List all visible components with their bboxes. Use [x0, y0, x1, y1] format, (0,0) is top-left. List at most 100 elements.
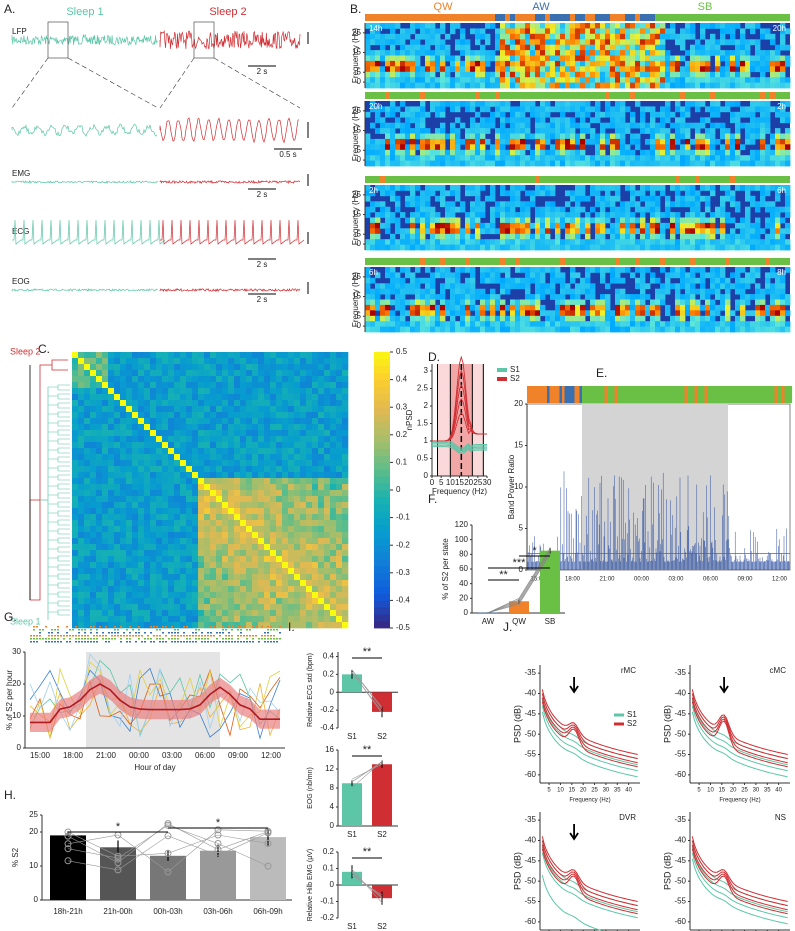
spectrogram-cell	[605, 28, 610, 34]
matrix-cell	[138, 484, 144, 490]
spectrogram-cell	[595, 321, 600, 327]
spectrogram-cell	[675, 300, 680, 306]
spectrogram-cell	[735, 112, 740, 118]
matrix-cell	[72, 598, 78, 604]
spectrogram-cell	[650, 190, 655, 196]
spectrogram-cell	[680, 34, 685, 40]
spectrogram-cell	[480, 310, 485, 316]
spectrogram-cell	[715, 283, 720, 289]
spectrogram-cell	[690, 294, 695, 300]
spectrogram-cell	[725, 310, 730, 316]
spectrogram-cell	[620, 300, 625, 306]
spectrogram-cell	[770, 139, 775, 145]
spectrogram-cell	[575, 56, 580, 62]
matrix-cell	[222, 436, 228, 442]
matrix-cell	[150, 412, 156, 418]
spectrogram-cell	[780, 289, 785, 295]
matrix-cell	[150, 550, 156, 556]
spectrogram-cell	[480, 77, 485, 83]
matrix-cell	[84, 556, 90, 562]
state-bar	[635, 258, 640, 265]
state-bar	[655, 92, 660, 99]
spectrogram-cell	[785, 134, 790, 140]
state-bar	[430, 176, 435, 183]
spectrogram-cell	[455, 66, 460, 72]
spectrogram-cell	[575, 106, 580, 112]
spectrogram-cell	[700, 228, 705, 234]
spectrogram-cell	[695, 234, 700, 240]
spectrogram-cell	[575, 77, 580, 83]
matrix-cell	[210, 592, 216, 598]
matrix-cell	[72, 526, 78, 532]
spectrogram-cell	[720, 201, 725, 207]
matrix-cell	[126, 550, 132, 556]
spectrogram-cell	[535, 305, 540, 311]
spectrogram-cell	[540, 185, 545, 191]
spectrogram-cell	[550, 218, 555, 224]
spectrogram-cell	[410, 289, 415, 295]
spectrogram-cell	[460, 316, 465, 322]
spectrogram-cell	[590, 300, 595, 306]
spectrogram-cell	[390, 283, 395, 289]
matrix-cell	[192, 382, 198, 388]
spectrogram-cell	[415, 112, 420, 118]
state-bar	[400, 14, 405, 21]
spectrogram-cell	[545, 228, 550, 234]
spectrogram-cell	[440, 239, 445, 245]
spectrogram-cell	[540, 161, 545, 167]
state-bar	[595, 176, 600, 183]
spectrogram-cell	[510, 117, 515, 123]
spectrogram-cell	[565, 34, 570, 40]
matrix-cell	[228, 508, 234, 514]
spectrogram-cell	[450, 239, 455, 245]
matrix-cell	[102, 562, 108, 568]
spectrogram-cell	[780, 294, 785, 300]
spectrogram-cell	[720, 239, 725, 245]
matrix-cell	[72, 592, 78, 598]
matrix-cell	[216, 562, 222, 568]
spectrogram-cell	[735, 56, 740, 62]
spectrogram-cell	[410, 300, 415, 306]
matrix-cell	[210, 526, 216, 532]
matrix-cell	[96, 430, 102, 436]
matrix-cell	[102, 382, 108, 388]
spectrogram-cell	[440, 23, 445, 29]
spectrogram-cell	[635, 101, 640, 107]
spectrogram-cell	[505, 117, 510, 123]
spectrogram-cell	[570, 134, 575, 140]
spectrogram-cell	[620, 23, 625, 29]
spectrogram-cell	[715, 239, 720, 245]
spectrogram-cell	[440, 77, 445, 83]
spectrogram-cell	[390, 23, 395, 29]
spectrogram-cell	[615, 23, 620, 29]
spectrogram-cell	[615, 101, 620, 107]
state-bar	[610, 14, 615, 21]
spectrogram-cell	[495, 327, 500, 333]
spectrogram-cell	[505, 228, 510, 234]
spectrogram-cell	[655, 289, 660, 295]
spectrogram-cell	[640, 272, 645, 278]
matrix-cell	[168, 496, 174, 502]
spectrogram-cell	[620, 234, 625, 240]
spectrogram-cell	[695, 305, 700, 311]
panel-label: B.	[350, 2, 361, 16]
spectrogram-cell	[445, 267, 450, 273]
spectrogram-cell	[755, 123, 760, 129]
spectrogram-cell	[555, 39, 560, 45]
spectrogram-cell	[460, 239, 465, 245]
matrix-cell	[78, 556, 84, 562]
state-bar	[495, 176, 500, 183]
spectrogram-cell	[700, 50, 705, 56]
matrix-cell	[222, 574, 228, 580]
matrix-cell	[114, 610, 120, 616]
spectrogram-cell	[775, 228, 780, 234]
spectrogram-cell	[460, 150, 465, 156]
spectrogram-cell	[435, 83, 440, 89]
spectrogram-cell	[545, 39, 550, 45]
matrix-cell	[126, 508, 132, 514]
spectrogram-cell	[580, 278, 585, 284]
spectrogram-cell	[510, 39, 515, 45]
spectrogram-cell	[610, 39, 615, 45]
spectrogram-cell	[465, 234, 470, 240]
matrix-cell	[126, 604, 132, 610]
